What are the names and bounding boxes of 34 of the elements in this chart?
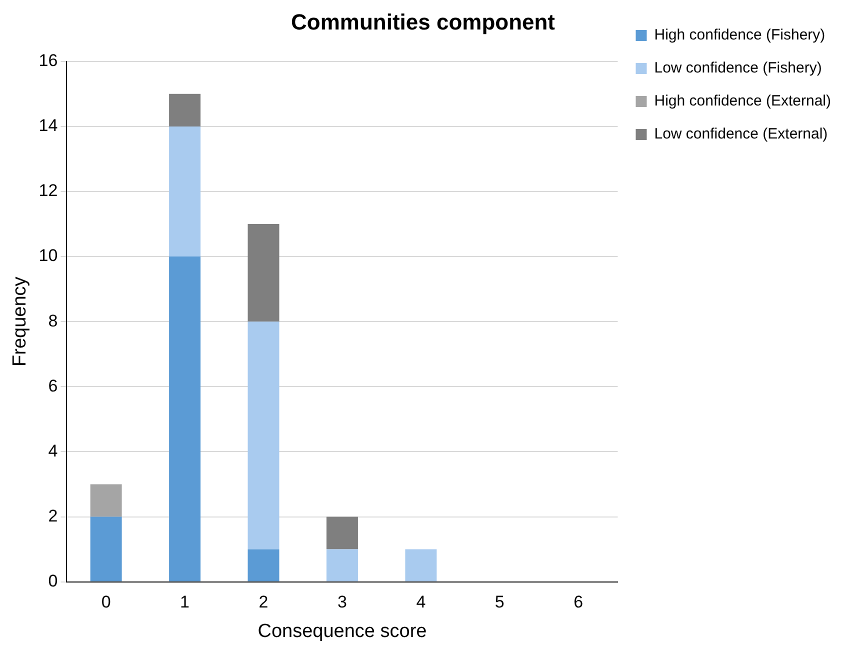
x-tick-label: 3 — [337, 592, 347, 612]
bar — [248, 224, 280, 322]
bar — [169, 94, 201, 126]
y-tick-label: 6 — [48, 376, 58, 396]
x-tick-label: 4 — [416, 592, 426, 612]
y-tick-label: 0 — [48, 571, 58, 590]
bar — [326, 549, 358, 582]
x-tick-label: 0 — [101, 592, 111, 612]
y-tick-label: 4 — [48, 441, 58, 460]
x-tick-label: 2 — [258, 592, 268, 612]
legend-label: Low confidence (Fishery) — [654, 60, 822, 77]
bar — [90, 484, 122, 517]
bar — [169, 126, 201, 257]
y-tick-label: 14 — [38, 116, 58, 136]
x-tick-label: 6 — [574, 592, 584, 612]
legend-label: Low confidence (External) — [654, 126, 828, 143]
legend-label: High confidence (Fishery) — [654, 26, 826, 44]
x-tick-label: 1 — [180, 592, 190, 612]
legend-label: High confidence (External) — [654, 92, 832, 110]
x-tick-label: 5 — [494, 592, 504, 612]
chart-title: Communities component — [290, 9, 556, 34]
bar — [248, 549, 280, 582]
bar — [326, 516, 358, 550]
y-axis-title: Frequency — [10, 276, 31, 366]
bar — [90, 516, 122, 582]
bar — [169, 256, 201, 582]
bar — [248, 322, 280, 550]
y-tick-label: 16 — [38, 51, 58, 70]
y-tick-label: 12 — [38, 181, 58, 200]
y-tick-label: 2 — [48, 506, 58, 526]
y-tick-label: 10 — [38, 246, 58, 266]
x-axis-title: Consequence score — [258, 620, 427, 642]
bar — [405, 549, 437, 582]
y-tick-label: 8 — [48, 311, 58, 330]
